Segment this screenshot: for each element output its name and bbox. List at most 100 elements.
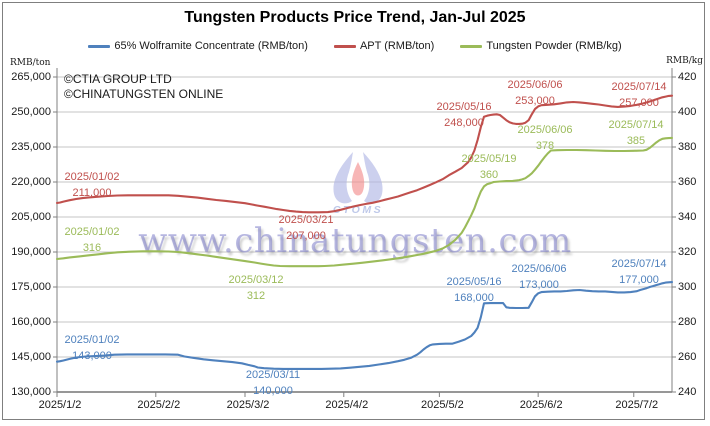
annotation: 2025/05/19 360 (461, 152, 516, 183)
copyright-block: ©CTIA GROUP LTD ©CHINATUNGSTEN ONLINE (64, 72, 223, 101)
legend-item-1: APT (RMB/ton) (333, 40, 435, 52)
annotation: 2025/05/16 168,000 (446, 275, 501, 306)
annotation-date: 2025/01/02 (64, 171, 120, 183)
annotation-value: 257,000 (619, 96, 659, 109)
annotation-value: 207,000 (286, 229, 326, 242)
right-axis-tick-label: 300 (678, 281, 697, 293)
annotation-date: 2025/05/16 (436, 101, 492, 113)
left-axis-unit-label: RMB/ton (10, 58, 51, 68)
series-line-1 (55, 94, 674, 214)
x-axis-tick-label: 2025/3/2 (226, 399, 270, 411)
annotation-date: 2025/03/21 (278, 214, 334, 226)
legend-label-0: 65% Wolframite Concentrate (RMB/ton) (114, 40, 308, 52)
left-axis-tick-label: 160,000 (11, 316, 51, 328)
annotation: 2025/03/21 207,000 (278, 213, 333, 244)
annotation-value: 168,000 (454, 291, 494, 304)
legend-label-1: APT (RMB/ton) (359, 40, 435, 52)
logo-text: CTOMS (333, 204, 383, 216)
right-axis-tick-label: 280 (678, 316, 697, 328)
x-axis-tick-label: 2025/5/2 (420, 399, 464, 411)
left-axis-tick-label: 130,000 (11, 386, 51, 398)
annotation-date: 2025/01/02 (64, 334, 120, 346)
annotation-date: 2025/06/06 (511, 263, 567, 275)
chart-title: Tungsten Products Price Trend, Jan-Jul 2… (184, 9, 526, 26)
legend-swatch-1 (333, 44, 356, 48)
right-axis-tick-label: 380 (678, 141, 697, 153)
annotation: 2025/03/12 312 (228, 273, 283, 304)
right-axis-tick-label: 400 (678, 106, 697, 118)
annotation: 2025/03/11 140,000 (246, 368, 300, 399)
legend-swatch-2 (460, 44, 483, 48)
left-axis-tick-label: 235,000 (11, 141, 51, 153)
annotation-value: 177,000 (619, 273, 659, 286)
annotation-value: 248,000 (444, 116, 484, 129)
watermark-text: www.chinatungsten.com (138, 221, 572, 261)
annotation: 2025/06/06 378 (517, 123, 572, 154)
right-axis-tick-label: 320 (678, 246, 697, 258)
legend-item-0: 65% Wolframite Concentrate (RMB/ton) (88, 40, 308, 52)
legend: 65% Wolframite Concentrate (RMB/ton) APT … (0, 40, 710, 52)
annotation-value: 316 (82, 241, 102, 254)
annotation: 2025/06/06 253,000 (507, 78, 562, 109)
left-axis-tick-label: 145,000 (11, 351, 51, 363)
annotation-value: 253,000 (515, 94, 555, 107)
annotation-date: 2025/06/06 (507, 79, 563, 91)
annotation-value: 312 (246, 289, 266, 302)
right-axis-tick-label: 420 (678, 71, 697, 83)
copyright-line-2: ©CHINATUNGSTEN ONLINE (64, 86, 224, 101)
annotation: 2025/01/02 316 (64, 225, 119, 256)
right-axis-tick-label: 240 (678, 386, 697, 398)
series-line-2 (55, 136, 674, 268)
annotation: 2025/07/14 257,000 (611, 80, 666, 111)
annotation: 2025/07/14 385 (608, 118, 663, 149)
x-axis-tick-label: 2025/6/2 (519, 399, 563, 411)
legend-swatch-0 (88, 44, 111, 48)
annotation-value: 385 (626, 134, 646, 147)
annotation-value: 140,000 (253, 384, 293, 397)
legend-item-2: Tungsten Powder (RMB/kg) (460, 40, 622, 52)
right-axis-unit-label: RMB/kg (666, 56, 703, 66)
logo-right-petal (363, 152, 383, 204)
x-axis-tick-label: 2025/7/2 (615, 399, 659, 411)
annotation: 2025/05/16 248,000 (436, 100, 491, 131)
annotation: 2025/07/14 177,000 (611, 257, 666, 288)
annotation-date: 2025/07/14 (611, 81, 667, 93)
legend-label-2: Tungsten Powder (RMB/kg) (486, 40, 622, 52)
annotation-date: 2025/03/11 (245, 369, 301, 381)
annotation-date: 2025/07/14 (611, 258, 667, 270)
logo-center-flame (351, 162, 365, 196)
left-axis-tick-label: 175,000 (11, 281, 51, 293)
left-axis-tick-label: 250,000 (11, 106, 51, 118)
annotation-date: 2025/06/06 (517, 124, 573, 136)
annotation: 2025/01/02 211,000 (64, 170, 119, 201)
logo-left-petal (333, 152, 353, 204)
x-axis-tick-label: 2025/2/2 (137, 399, 181, 411)
annotation-value: 360 (479, 168, 499, 181)
right-axis-tick-label: 340 (678, 211, 697, 223)
left-axis-tick-label: 265,000 (11, 71, 51, 83)
annotation-value: 378 (535, 139, 555, 152)
series-line-0 (55, 281, 674, 370)
right-axis-tick-label: 360 (678, 176, 697, 188)
chart-border (2, 2, 705, 420)
annotation-value: 173,000 (519, 278, 559, 291)
left-axis-tick-label: 205,000 (11, 211, 51, 223)
left-axis-tick-label: 190,000 (11, 246, 51, 258)
annotation: 2025/06/06 173,000 (511, 262, 566, 293)
annotation-value: 211,000 (72, 186, 112, 199)
x-axis-tick-label: 2025/4/2 (325, 399, 369, 411)
x-axis-tick-label: 2025/1/2 (38, 399, 82, 411)
copyright-line-1: ©CTIA GROUP LTD (64, 72, 172, 86)
annotation: 2025/01/02 143,000 (64, 333, 119, 364)
annotation-date: 2025/05/16 (446, 276, 502, 288)
annotation-date: 2025/01/02 (64, 226, 120, 238)
left-axis-tick-label: 220,000 (11, 176, 51, 188)
company-logo: CTOMS (333, 152, 383, 216)
annotation-date: 2025/07/14 (608, 119, 664, 131)
right-axis-tick-label: 260 (678, 351, 697, 363)
annotation-value: 143,000 (72, 349, 112, 362)
annotation-date: 2025/05/19 (461, 153, 517, 165)
annotation-date: 2025/03/12 (228, 274, 284, 286)
